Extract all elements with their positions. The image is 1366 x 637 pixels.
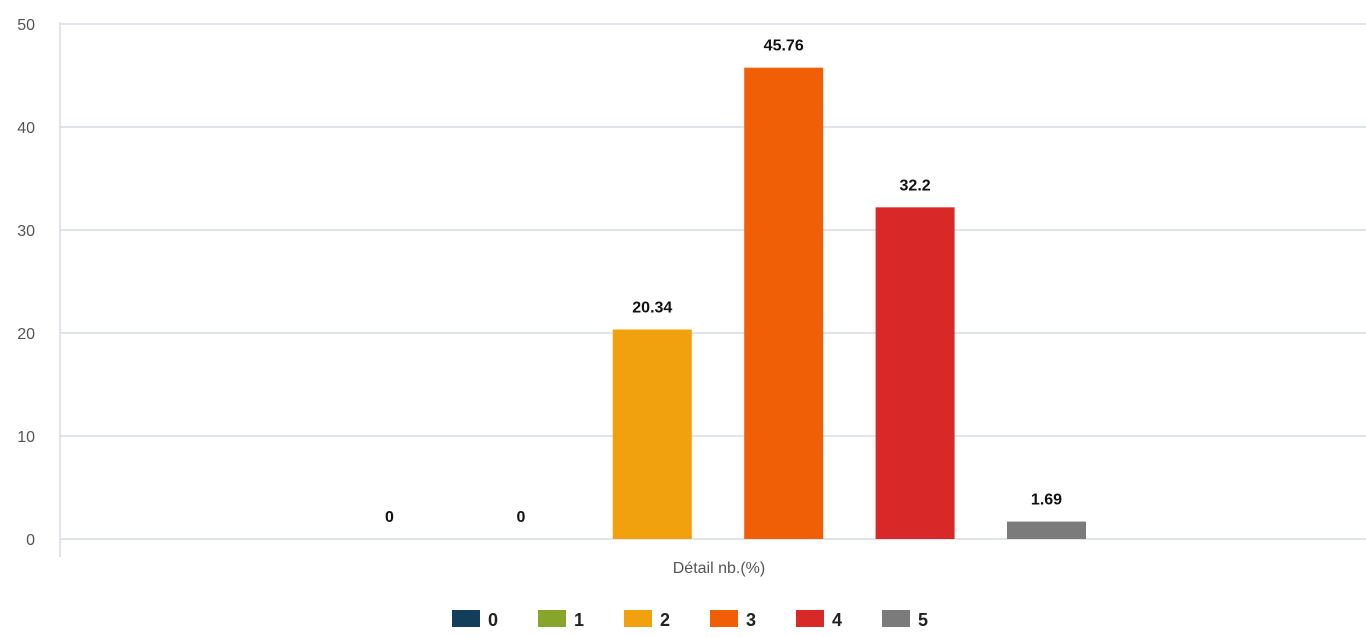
y-tick-label: 20 [17, 326, 35, 343]
legend: 0 1 2 3 4 5 [452, 610, 928, 630]
data-label-series-0: 0 [385, 509, 394, 526]
data-labels: 0 0 20.34 45.76 32.2 1.69 [385, 38, 1062, 526]
data-label-series-4: 32.2 [900, 177, 931, 194]
legend-item-1[interactable]: 1 [538, 610, 584, 630]
data-label-series-1: 0 [516, 509, 525, 526]
data-label-series-3: 45.76 [764, 38, 804, 55]
y-tick-label: 10 [17, 429, 35, 446]
legend-swatch-5 [882, 610, 910, 627]
legend-swatch-0 [452, 610, 480, 627]
bar-series-5[interactable] [1007, 521, 1086, 539]
legend-label-4: 4 [832, 610, 842, 630]
legend-item-0[interactable]: 0 [452, 610, 498, 630]
legend-swatch-4 [796, 610, 824, 627]
legend-swatch-1 [538, 610, 566, 627]
y-tick-label: 50 [17, 17, 35, 34]
legend-item-4[interactable]: 4 [796, 610, 842, 630]
data-label-series-2: 20.34 [632, 299, 672, 316]
bar-series-3[interactable] [744, 67, 824, 539]
legend-swatch-2 [624, 610, 652, 627]
legend-item-3[interactable]: 3 [710, 610, 756, 630]
legend-label-5: 5 [918, 610, 928, 630]
legend-label-2: 2 [660, 610, 670, 630]
y-tick-label: 30 [17, 223, 35, 240]
bar-series-2[interactable] [612, 329, 692, 539]
y-tick-label: 0 [26, 532, 35, 549]
legend-item-5[interactable]: 5 [882, 610, 928, 630]
y-axis: 0 10 20 30 40 50 [17, 17, 61, 557]
bars [612, 67, 1086, 539]
category-label: Détail nb.(%) [673, 560, 765, 577]
legend-swatch-3 [710, 610, 738, 627]
legend-item-2[interactable]: 2 [624, 610, 670, 630]
legend-label-0: 0 [488, 610, 498, 630]
bar-series-4[interactable] [875, 207, 955, 539]
gridlines [60, 23, 1366, 540]
legend-label-1: 1 [574, 610, 584, 630]
legend-label-3: 3 [746, 610, 756, 630]
data-label-series-5: 1.69 [1031, 492, 1062, 509]
y-tick-label: 40 [17, 120, 35, 137]
